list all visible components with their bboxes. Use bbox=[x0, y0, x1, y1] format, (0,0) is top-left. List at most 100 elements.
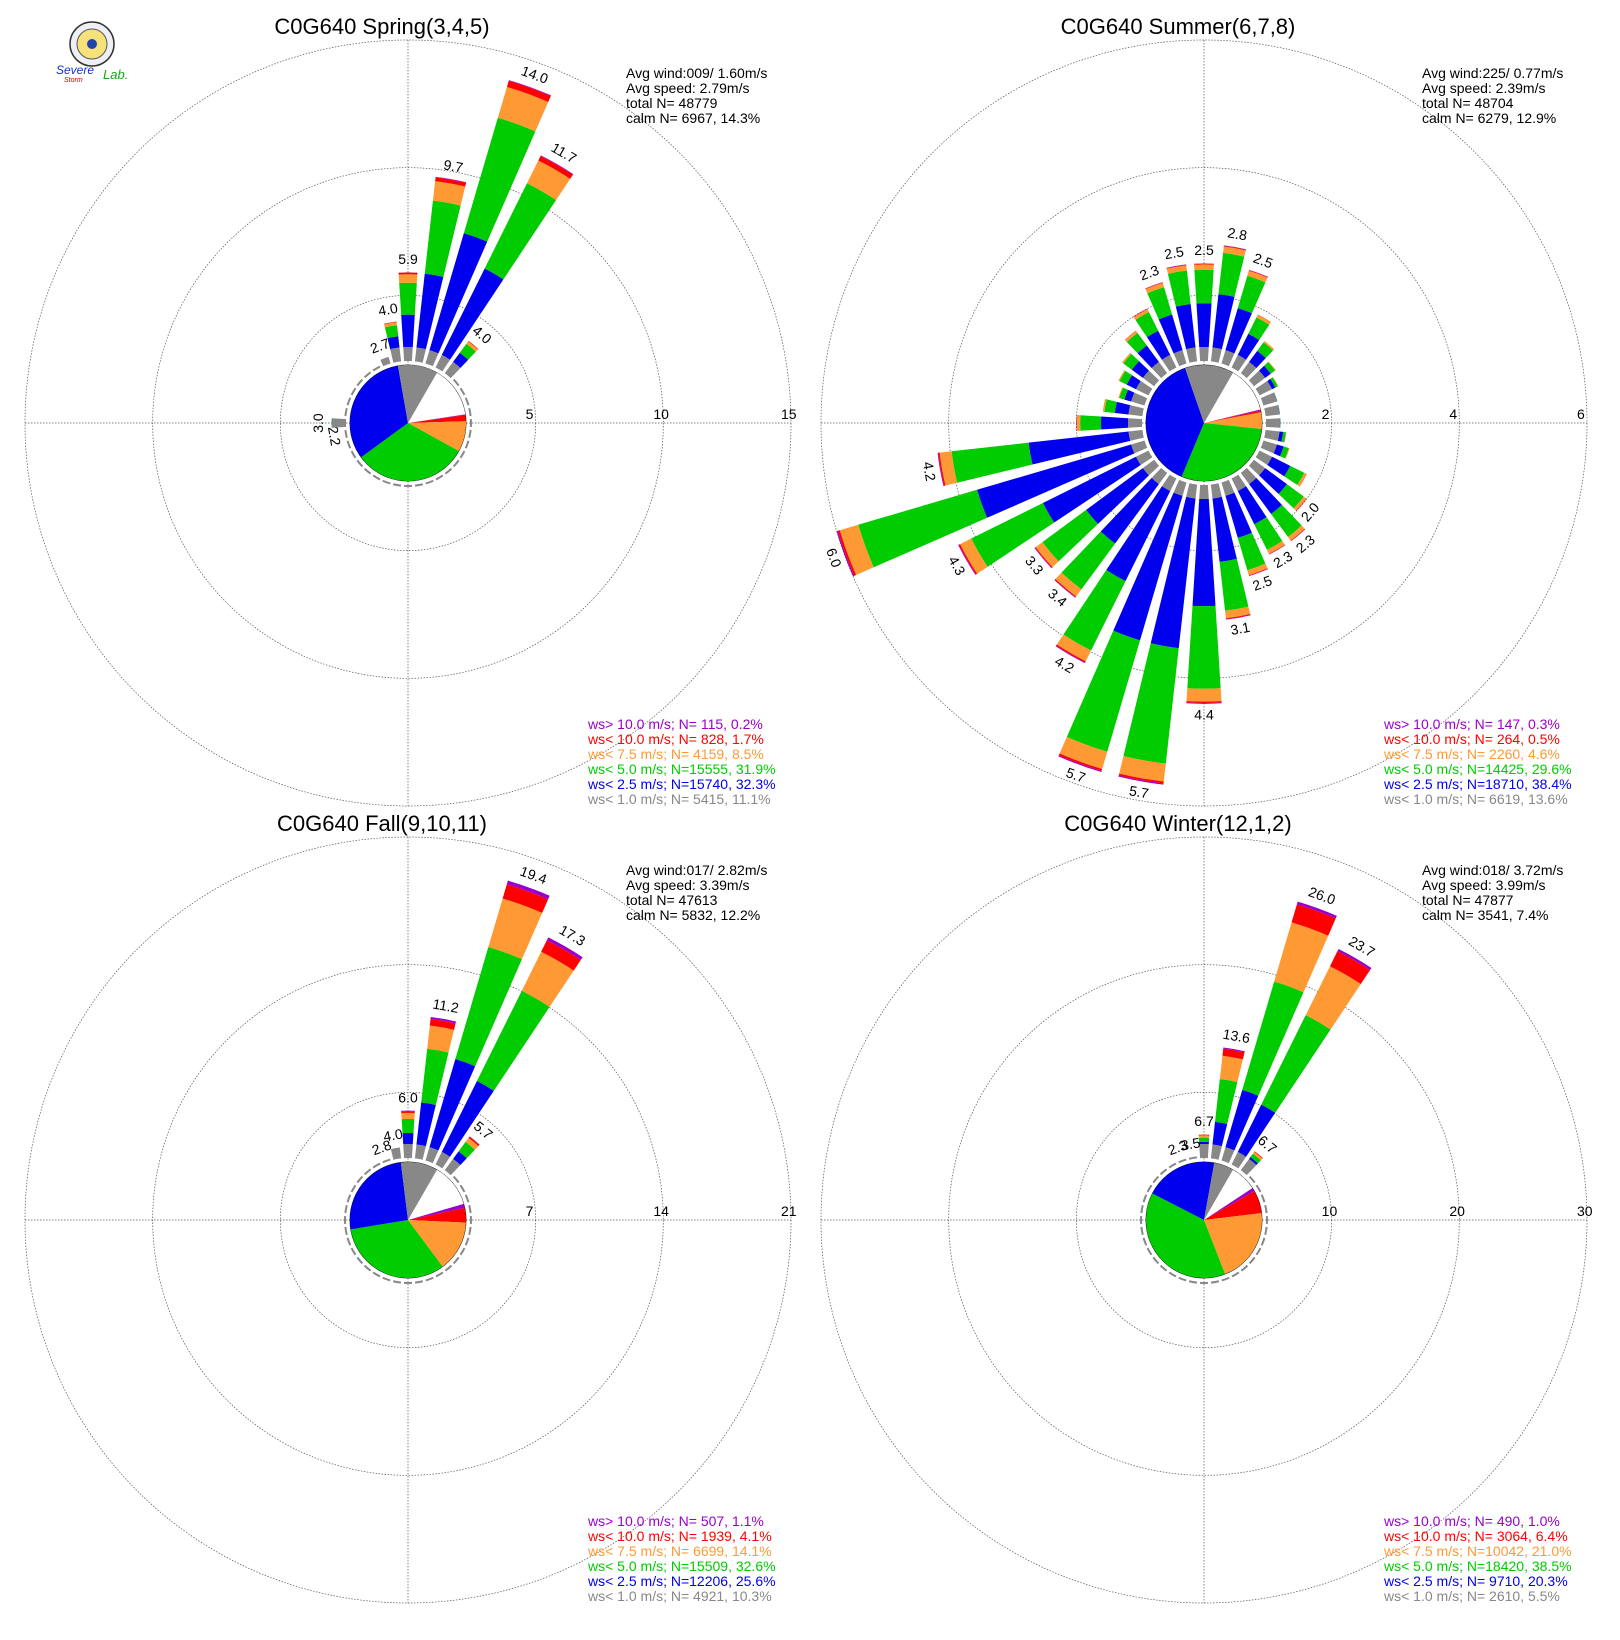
petal-segment bbox=[455, 946, 522, 1067]
petal-segment bbox=[540, 155, 574, 175]
petal-segment bbox=[1248, 568, 1268, 576]
petal-segment bbox=[1166, 265, 1187, 274]
petal-segment bbox=[1248, 1175, 1256, 1184]
petal-segment bbox=[372, 474, 381, 481]
petal-segment bbox=[1265, 1215, 1268, 1225]
petal-segment bbox=[463, 117, 536, 242]
petal-280deg bbox=[1140, 1204, 1144, 1214]
petal-segment bbox=[1076, 415, 1081, 431]
petal-220deg bbox=[363, 467, 372, 475]
petal-segment bbox=[1254, 1151, 1263, 1159]
petal-segment bbox=[1259, 468, 1287, 495]
petal-segment bbox=[427, 1025, 455, 1053]
petal-segment bbox=[435, 474, 444, 481]
petal-segment bbox=[1248, 317, 1270, 340]
petal-segment bbox=[1042, 456, 1141, 523]
petal-segment bbox=[1210, 347, 1222, 363]
petal-280deg bbox=[1102, 399, 1144, 417]
petal-segment bbox=[1186, 688, 1222, 702]
petal-segment bbox=[1257, 314, 1272, 323]
petal-270deg bbox=[331, 418, 347, 428]
petal-180deg bbox=[1199, 1281, 1209, 1284]
legend-line: ws> 10.0 m/s; N= 115, 0.2% bbox=[587, 716, 763, 732]
petal-segment bbox=[1140, 1215, 1143, 1225]
petal-total-label: 3.0 bbox=[310, 413, 326, 433]
petal-segment bbox=[459, 450, 466, 459]
ring-label: 30 bbox=[1577, 1203, 1593, 1219]
legend-line: ws< 7.5 m/s; N= 4159, 8.5% bbox=[587, 746, 764, 762]
petal-segment bbox=[1175, 304, 1196, 350]
pie-slice bbox=[397, 365, 437, 423]
petal-segment bbox=[384, 321, 397, 325]
stats-line: Avg speed: 3.39m/s bbox=[626, 877, 749, 893]
petal-290deg bbox=[1118, 387, 1148, 406]
petal-segment bbox=[350, 1247, 357, 1256]
petal-segment bbox=[1221, 1276, 1230, 1282]
stats-line: Avg wind:017/ 2.82m/s bbox=[626, 862, 767, 878]
petal-210deg bbox=[1168, 1271, 1177, 1278]
petal-130deg bbox=[1248, 1256, 1256, 1265]
petal-segment bbox=[1102, 399, 1107, 412]
pie-slice bbox=[408, 1203, 465, 1220]
petal-260deg bbox=[344, 1226, 348, 1236]
petal-segment bbox=[1219, 1055, 1243, 1083]
petal-segment bbox=[382, 1158, 391, 1164]
petal-segment bbox=[1118, 387, 1124, 399]
petal-80deg bbox=[1264, 404, 1281, 417]
petal-segment bbox=[1142, 459, 1160, 476]
petal-segment bbox=[506, 80, 551, 103]
petal-segment bbox=[484, 183, 557, 280]
petal-segment bbox=[527, 160, 571, 201]
petal-segment bbox=[1146, 1184, 1153, 1193]
stats-line: Avg speed: 2.39m/s bbox=[1422, 80, 1545, 96]
petal-segment bbox=[1267, 456, 1291, 477]
legend-line: ws< 10.0 m/s; N= 1939, 4.1% bbox=[587, 1528, 772, 1544]
petal-segment bbox=[1293, 496, 1307, 511]
petal-segment bbox=[1248, 568, 1268, 577]
petal-60deg bbox=[1255, 1184, 1262, 1193]
petal-segment bbox=[346, 440, 352, 449]
legend-line: ws< 7.5 m/s; N=10042, 21.0% bbox=[1383, 1543, 1572, 1559]
petal-10deg bbox=[1210, 245, 1247, 363]
petal-segment bbox=[398, 274, 418, 284]
ring-label: 7 bbox=[526, 1203, 534, 1219]
petal-segment bbox=[390, 347, 402, 363]
petal-120deg bbox=[1255, 450, 1307, 487]
ring-10 bbox=[152, 167, 664, 679]
petal-segment bbox=[1248, 459, 1266, 476]
pie-slice bbox=[408, 414, 466, 423]
petal-100deg bbox=[468, 1226, 472, 1236]
petal-segment bbox=[1264, 362, 1276, 374]
petal-segment bbox=[1186, 347, 1198, 363]
petal-160deg bbox=[1221, 1276, 1230, 1282]
petal-270deg bbox=[1140, 1215, 1143, 1225]
petal-segment bbox=[1131, 361, 1149, 378]
petal-segment bbox=[1059, 737, 1108, 770]
petal-segment bbox=[356, 1175, 364, 1184]
petal-segment bbox=[1126, 332, 1147, 354]
legend-line: ws> 10.0 m/s; N= 507, 1.1% bbox=[587, 1513, 764, 1529]
petal-total-label: 19.4 bbox=[518, 863, 549, 887]
petal-segment bbox=[363, 371, 372, 379]
pie-slice bbox=[1204, 1169, 1253, 1220]
petal-segment bbox=[1151, 467, 1168, 485]
petal-segment bbox=[1242, 981, 1304, 1096]
petal-30deg bbox=[435, 937, 583, 1169]
petal-segment bbox=[382, 1276, 391, 1282]
petal-segment bbox=[372, 1162, 381, 1169]
petal-310deg bbox=[356, 378, 364, 387]
petal-segment bbox=[1291, 904, 1336, 936]
petal-segment bbox=[1240, 361, 1257, 379]
petal-290deg bbox=[1142, 1194, 1148, 1203]
petal-90deg bbox=[469, 418, 472, 428]
ring-label: 15 bbox=[781, 406, 797, 422]
petal-260deg bbox=[937, 429, 1144, 487]
pie-slice bbox=[1204, 372, 1261, 423]
petal-320deg bbox=[363, 1168, 372, 1176]
pie-slice bbox=[408, 415, 466, 423]
petal-total-label: 3.1 bbox=[1229, 619, 1251, 638]
petal-segment bbox=[1119, 387, 1128, 400]
petal-segment bbox=[977, 444, 1135, 518]
petal-segment bbox=[403, 1144, 413, 1159]
